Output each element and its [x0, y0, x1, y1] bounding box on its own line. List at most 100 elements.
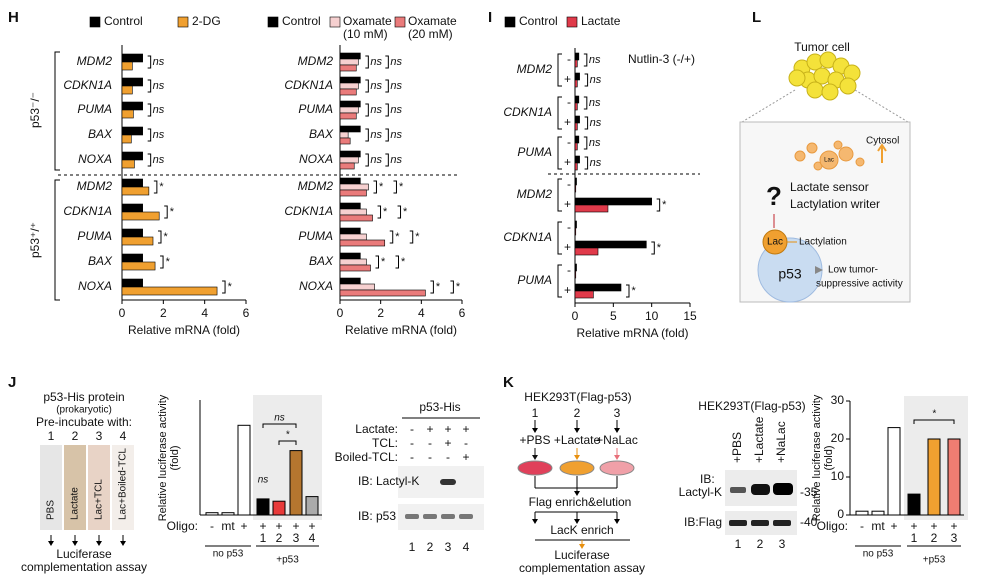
- bar: [339, 106, 359, 114]
- category-label: +: [564, 240, 571, 254]
- significance-label: ns: [274, 413, 285, 424]
- significance-bracket: [393, 180, 397, 194]
- significance-label: ns: [153, 80, 165, 92]
- category-label: NOXA: [78, 279, 112, 293]
- step-label: Flag enrich&elution: [529, 495, 632, 509]
- bar: [121, 261, 156, 271]
- bar: [947, 438, 961, 516]
- category-label: -: [567, 220, 571, 234]
- bar: [574, 95, 580, 104]
- x-tick-label: 10: [645, 309, 659, 323]
- bar: [339, 156, 359, 164]
- category-label: CDKN1A: [63, 78, 112, 92]
- arrow-head: [532, 455, 538, 460]
- category-label: +: [275, 519, 282, 533]
- condition-label: Lactate: [70, 487, 81, 520]
- bar: [205, 512, 219, 516]
- tube: [88, 445, 110, 530]
- arrow-head: [532, 428, 538, 433]
- significance-bracket: [365, 103, 369, 117]
- tube: [112, 445, 134, 530]
- bar: [339, 252, 361, 260]
- bar: [121, 134, 132, 144]
- bar: [574, 72, 580, 81]
- bar: [339, 214, 373, 222]
- diagram-title: p53-His protein: [43, 390, 124, 404]
- significance-bracket: [584, 73, 589, 87]
- bar: [574, 283, 622, 292]
- x-tick-label: 6: [459, 306, 466, 320]
- bar: [221, 512, 235, 516]
- x-tick-label: 4: [418, 306, 425, 320]
- significance-bracket: [365, 153, 369, 167]
- bar: [574, 204, 609, 213]
- treatment-label: +PBS: [519, 433, 550, 447]
- bar: [339, 208, 367, 216]
- wrapped-label: Relative luciferase activity (fold): [157, 394, 182, 522]
- chart-note: Nutlin-3 (-/+): [628, 52, 695, 66]
- bar: [339, 233, 367, 241]
- significance-label: ns: [390, 129, 402, 141]
- group-label: no p53: [213, 549, 244, 560]
- diagram-title: HEK293T(Flag-p53): [524, 390, 631, 404]
- significance-label: *: [631, 285, 636, 297]
- bar: [121, 228, 143, 238]
- category-label: NOXA: [78, 152, 112, 166]
- bar: [339, 258, 367, 266]
- bar: [339, 52, 361, 60]
- significance-bracket: [385, 128, 389, 142]
- band: [751, 520, 769, 526]
- significance-label: ns: [589, 54, 601, 66]
- writer-label: Lactylation writer: [790, 197, 880, 211]
- condition-label: Lac+Boiled-TCL: [118, 448, 129, 520]
- group-bracket: [54, 51, 60, 171]
- legend-swatch: [329, 16, 341, 28]
- sensor-label: Lactate sensor: [790, 180, 869, 194]
- significance-label: ns: [590, 74, 602, 86]
- bar: [339, 64, 357, 72]
- cell: [839, 77, 857, 95]
- bar: [574, 220, 577, 229]
- significance-label: ns: [390, 56, 402, 68]
- significance-bracket: [626, 284, 630, 298]
- group-bracket: [557, 178, 562, 212]
- bar: [339, 283, 375, 291]
- significance-bracket: [377, 205, 382, 219]
- bar: [121, 178, 143, 188]
- significance-label: ns: [589, 97, 601, 109]
- category-label: -: [567, 177, 571, 191]
- group-label: p53⁻/⁻: [28, 92, 42, 128]
- category-label: BAX: [309, 127, 334, 141]
- group-bracket: [557, 53, 562, 87]
- significance-label: *: [163, 231, 168, 243]
- cell: [806, 81, 824, 99]
- question-mark: ?: [766, 181, 782, 211]
- lane-number: 1: [48, 429, 55, 443]
- significance-bracket: [375, 255, 379, 269]
- significance-bracket: [583, 136, 588, 150]
- bar: [339, 88, 357, 96]
- x-tick-label: 0: [337, 306, 344, 320]
- sample-label: 2: [276, 531, 283, 545]
- significance-label: *: [395, 231, 400, 243]
- significance-bracket: [278, 440, 297, 445]
- label-box: Relative luciferase activity (fold): [157, 394, 182, 522]
- bar: [871, 510, 885, 516]
- bar: [339, 112, 357, 120]
- significance-bracket: [147, 153, 152, 167]
- significance-label: *: [401, 256, 406, 268]
- blot-label: IB:Flag: [684, 515, 722, 529]
- category-label: mt: [221, 519, 235, 533]
- significance-bracket: [164, 205, 168, 219]
- significance-label: *: [159, 181, 164, 193]
- significance-bracket: [450, 280, 454, 294]
- sign: +: [462, 422, 469, 436]
- x-axis-label: Relative mRNA (fold): [345, 323, 457, 337]
- lactate: [855, 157, 865, 167]
- bar: [574, 184, 577, 193]
- bar: [855, 510, 869, 516]
- bar: [339, 137, 351, 145]
- bar: [339, 189, 367, 197]
- significance-label: ns: [390, 154, 402, 166]
- category-label: MDM2: [298, 54, 334, 68]
